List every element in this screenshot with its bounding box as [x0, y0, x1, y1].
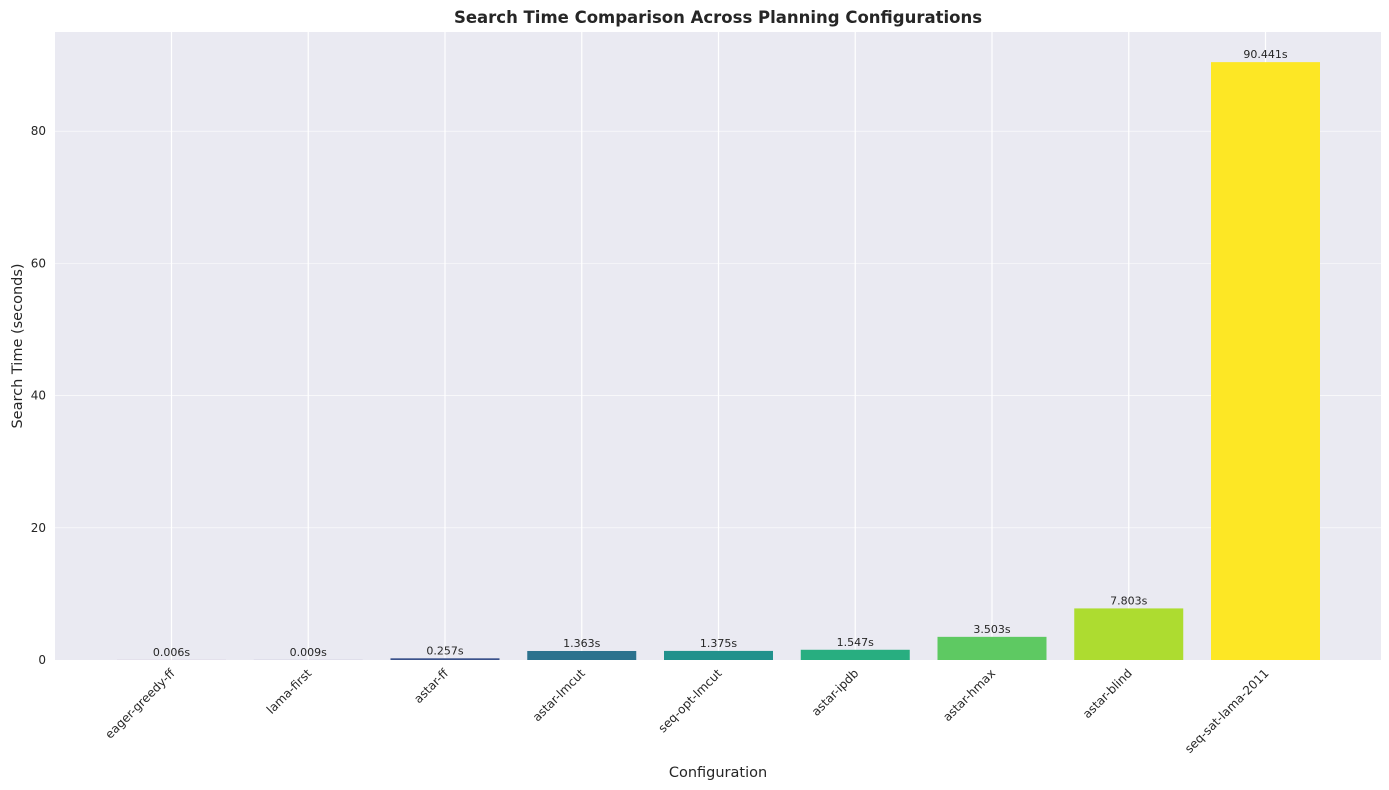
x-tick-label: astar-blind	[1080, 666, 1135, 721]
bars	[117, 62, 1320, 660]
x-axis-label: Configuration	[669, 765, 767, 781]
y-tick-label: 80	[31, 124, 46, 138]
bar	[937, 636, 1047, 660]
grid-lines	[55, 32, 1381, 660]
bar-value-label: 0.009s	[290, 646, 327, 659]
bar-value-label: 1.547s	[837, 636, 874, 649]
x-tick-label: astar-hmax	[940, 666, 998, 724]
x-tick-label: lama-first	[264, 666, 315, 717]
bar-value-label: 1.375s	[700, 637, 737, 650]
x-tick-label: eager-greedy-ff	[102, 666, 178, 742]
bar-value-label: 90.441s	[1243, 48, 1287, 61]
y-tick-label: 20	[31, 521, 46, 535]
x-tick-label: seq-opt-lmcut	[656, 666, 725, 735]
y-axis-label: Search Time (seconds)	[10, 263, 26, 428]
x-tick-label: astar-ipdb	[809, 666, 862, 719]
bar-value-labels: 0.006s 0.009s 0.257s 1.363s 1.375s 1.547s 3.50…	[153, 48, 1288, 659]
bar	[664, 650, 773, 660]
bar-value-label: 1.363s	[563, 637, 600, 650]
x-tick-label: astar-ff	[411, 666, 451, 706]
x-axis-ticks: eager-greedy-ff lama-first astar-ff astar-l…	[102, 666, 1271, 756]
y-axis-ticks: 0 20 40 60 80	[31, 124, 46, 667]
bar-value-label: 0.006s	[153, 646, 190, 659]
x-tick-label: astar-lmcut	[530, 666, 588, 724]
bar	[800, 649, 910, 660]
bar	[390, 658, 500, 660]
y-tick-label: 0	[38, 653, 46, 667]
y-tick-label: 60	[31, 256, 46, 270]
y-tick-label: 40	[31, 389, 46, 403]
bar	[1074, 608, 1184, 660]
bar-value-label: 3.503s	[973, 623, 1010, 636]
bar	[527, 650, 637, 660]
x-tick-label: seq-sat-lama-2011	[1182, 666, 1272, 756]
bar-value-label: 7.803s	[1110, 594, 1147, 607]
bar	[1211, 62, 1320, 660]
chart-title: Search Time Comparison Across Planning C…	[454, 8, 982, 27]
bar-value-label: 0.257s	[426, 644, 463, 657]
